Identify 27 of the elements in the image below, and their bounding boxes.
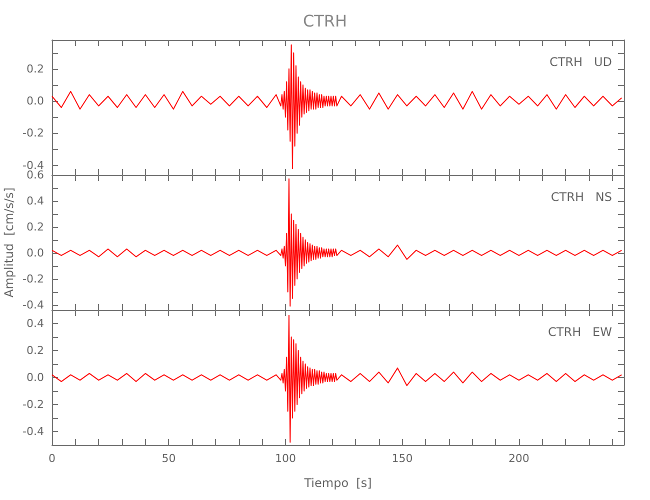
y-axis-title: Amplitud [cm/s/s] xyxy=(2,188,16,298)
y-tick-label: 0.4 xyxy=(26,194,44,208)
y-tick-label: -0.4 xyxy=(22,298,44,312)
y-tick-label: -0.2 xyxy=(22,272,44,286)
y-tick-label: 0.0 xyxy=(26,371,44,384)
x-tick-label: 50 xyxy=(162,452,176,465)
y-tick-label: 0.0 xyxy=(26,246,44,260)
y-tick-label: -0.4 xyxy=(22,425,44,438)
annotation: CTRH NS xyxy=(550,190,612,204)
y-tick-label: -0.2 xyxy=(22,398,44,411)
x-tick-label: 150 xyxy=(392,452,413,465)
x-tick-label: 100 xyxy=(274,452,296,465)
y-tick-label: -0.2 xyxy=(22,126,44,140)
line-series xyxy=(52,314,622,443)
line-series xyxy=(52,178,622,307)
y-tick-label: 0.2 xyxy=(26,344,44,357)
line-series xyxy=(52,44,622,170)
annotation: CTRH EW xyxy=(548,325,612,339)
y-tick-label: 0.4 xyxy=(26,317,44,330)
y-tick-label: 0.0 xyxy=(26,94,44,108)
x-tick-label: 0 xyxy=(48,452,56,465)
chart-title: CTRH xyxy=(302,12,348,30)
annotation: CTRH UD xyxy=(549,55,612,69)
y-tick-label: 0.2 xyxy=(26,220,44,234)
x-tick-label: 200 xyxy=(508,452,530,465)
y-tick-label: 0.2 xyxy=(26,62,44,76)
x-axis-title: Tiempo [s] xyxy=(303,476,372,490)
